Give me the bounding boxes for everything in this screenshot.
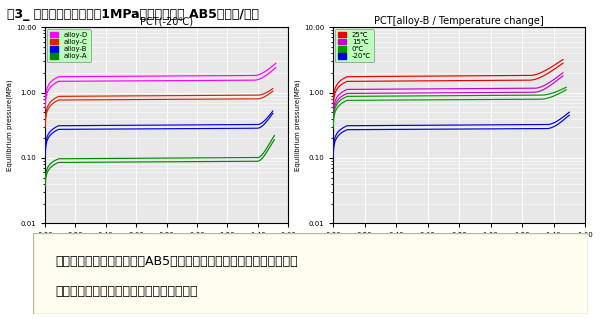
- X-axis label: Hydrogen storage capacity (mass%): Hydrogen storage capacity (mass%): [395, 241, 523, 248]
- Y-axis label: Equilibrium pressure(MPa): Equilibrium pressure(MPa): [7, 79, 13, 171]
- Text: 我们可以提供具平衡压力的AB5基合金，非常适合低温环境和高压应用: 我们可以提供具平衡压力的AB5基合金，非常适合低温环境和高压应用: [55, 255, 298, 268]
- Y-axis label: Equilibrium pressure(MPa): Equilibrium pressure(MPa): [295, 79, 301, 171]
- FancyBboxPatch shape: [33, 233, 588, 314]
- Title: PCT(-20℃): PCT(-20℃): [140, 16, 193, 26]
- Title: PCT[alloy-B / Temperature change]: PCT[alloy-B / Temperature change]: [374, 16, 544, 26]
- Text: 图3_ 对于低温环境（高压1MPa或更高）应用 AB5基合金/例如: 图3_ 对于低温环境（高压1MPa或更高）应用 AB5基合金/例如: [7, 8, 259, 21]
- X-axis label: Hydrogen storage capacity(mass%): Hydrogen storage capacity(mass%): [104, 241, 229, 248]
- Legend: alloy-D, alloy-C, alloy-B, alloy-A: alloy-D, alloy-C, alloy-B, alloy-A: [47, 29, 91, 62]
- Legend: 25℃, 15℃, 0℃, -20℃: 25℃, 15℃, 0℃, -20℃: [335, 29, 374, 62]
- Text: （常温），以及良好的平台性能和滞后性。: （常温），以及良好的平台性能和滞后性。: [55, 285, 198, 298]
